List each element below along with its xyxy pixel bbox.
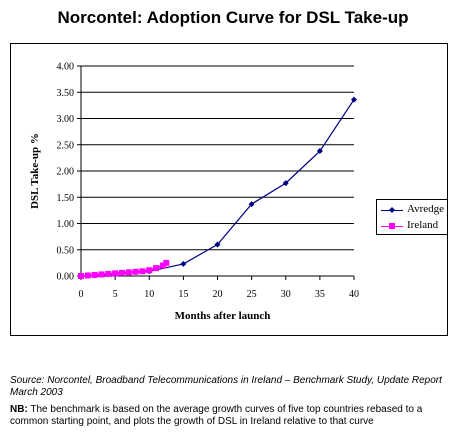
y-tick-label: 3.00 xyxy=(57,114,75,125)
data-point-avredge xyxy=(282,180,289,187)
data-point-avredge xyxy=(316,148,323,155)
legend-item-ireland: Ireland xyxy=(377,219,449,233)
legend-label-avredge: Avredge xyxy=(407,203,445,215)
legend-marker-avredge xyxy=(389,207,395,213)
data-point-ireland xyxy=(112,270,119,277)
data-point-avredge xyxy=(214,241,221,248)
data-point-ireland xyxy=(132,268,139,275)
data-point-ireland xyxy=(78,273,84,279)
y-tick-label: 0.00 xyxy=(57,272,75,283)
x-tick-label: 0 xyxy=(79,289,84,300)
line-chart: 0.00 0.50 1.00 1.50 2.00 2.50 3.00 3.50 4.00 0 5 10… xyxy=(29,62,359,323)
y-axis-label: DSL Take-up % xyxy=(29,133,41,209)
data-point-ireland xyxy=(98,271,105,278)
x-tick-label: 10 xyxy=(144,289,154,300)
chart-area: 0.00 0.50 1.00 1.50 2.00 2.50 3.00 3.50 4.00 0 5 10… xyxy=(10,43,448,336)
x-tick-label: 5 xyxy=(113,289,118,300)
x-tick-label: 20 xyxy=(213,289,223,300)
data-point-ireland xyxy=(125,269,132,276)
y-tick-label: 1.00 xyxy=(57,219,75,230)
x-axis-label: Months after launch xyxy=(175,310,271,322)
y-tick-label: 3.50 xyxy=(57,88,75,99)
x-tick-label: 40 xyxy=(349,289,359,300)
data-point-ireland xyxy=(118,269,125,276)
data-point-ireland xyxy=(105,270,112,277)
data-point-avredge xyxy=(351,96,357,103)
data-point-ireland xyxy=(163,259,170,266)
legend: Avredge Ireland xyxy=(376,199,448,235)
legend-item-avredge: Avredge xyxy=(377,203,449,217)
data-point-avredge xyxy=(248,201,255,208)
footnote-prefix: NB: xyxy=(10,404,28,415)
x-tick-label: 15 xyxy=(178,289,188,300)
data-point-avredge xyxy=(180,260,187,267)
y-tick-label: 2.00 xyxy=(57,167,75,178)
y-tick-label: 4.00 xyxy=(57,62,75,73)
source-citation: Source: Norcontel, Broadband Telecommuni… xyxy=(10,375,442,398)
data-point-ireland xyxy=(146,267,153,274)
data-point-ireland xyxy=(84,272,91,279)
x-tick-label: 30 xyxy=(281,289,291,300)
x-tick-label: 35 xyxy=(315,289,325,300)
legend-label-ireland: Ireland xyxy=(407,219,439,231)
data-point-ireland xyxy=(139,268,146,275)
y-tick-label: 0.50 xyxy=(57,245,75,256)
data-point-ireland xyxy=(153,265,160,272)
data-point-ireland xyxy=(91,271,98,278)
y-tick-label: 2.50 xyxy=(57,140,75,151)
footnote-text: The benchmark is based on the average gr… xyxy=(10,404,423,427)
legend-marker-ireland xyxy=(389,223,395,229)
chart-title: Norcontel: Adoption Curve for DSL Take-u… xyxy=(57,8,409,27)
data-point-ireland xyxy=(159,262,166,269)
footnote: NB: The benchmark is based on the averag… xyxy=(10,404,455,428)
x-tick-label: 25 xyxy=(247,289,257,300)
y-tick-label: 1.50 xyxy=(57,193,75,204)
